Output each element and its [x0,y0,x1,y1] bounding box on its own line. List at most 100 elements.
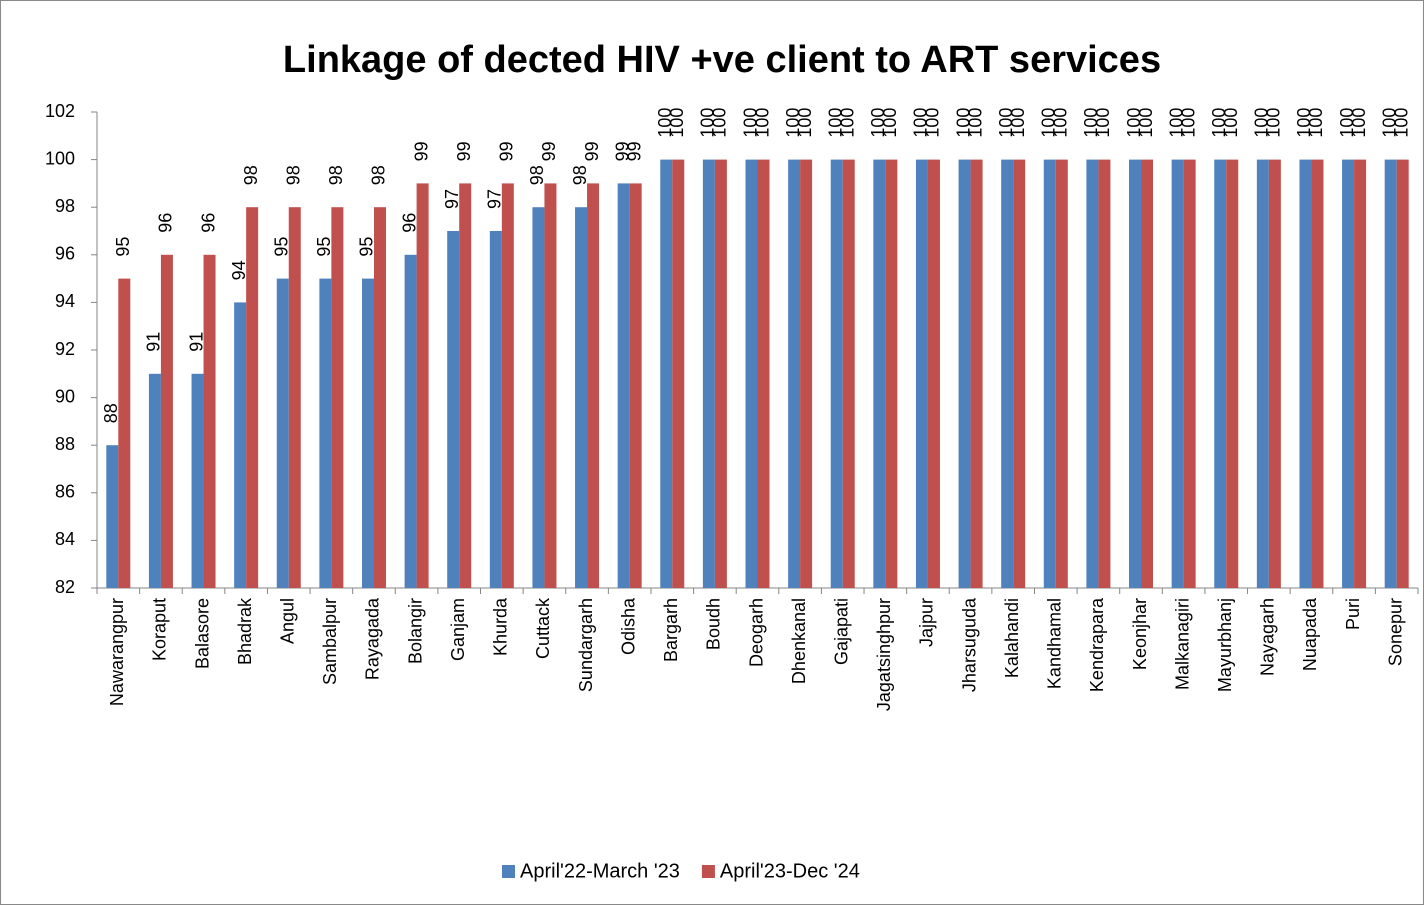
data-label: 100 [655,108,675,138]
bar [532,207,545,588]
data-label: 96 [156,213,176,233]
bar [1086,159,1099,588]
bar [885,159,898,588]
bar [489,231,502,588]
bar [575,207,588,588]
data-label: 91 [186,332,206,352]
x-tick-label: Malkanagiri [1172,598,1192,690]
x-tick-label: Rayagada [363,597,383,680]
x-tick-label: Jagatsinghpur [874,598,894,711]
data-label: 100 [1391,108,1411,138]
data-label: 100 [1178,108,1198,138]
data-label: 99 [539,141,559,161]
y-tick-label: 96 [55,244,75,264]
bar [617,183,630,588]
bar [830,159,843,588]
x-tick-label: Kalahandi [1002,598,1022,678]
data-label: 100 [1081,108,1101,138]
data-label: 100 [1093,108,1113,138]
bar [927,159,940,588]
bar [788,159,801,588]
chart-title: Linkage of dected HIV +ve client to ART … [283,39,1161,81]
bar [702,159,715,588]
data-label: 95 [113,237,133,257]
bar [234,302,247,588]
data-label: 100 [1136,108,1156,138]
data-label: 100 [923,108,943,138]
data-label: 100 [1337,108,1357,138]
data-label: 98 [284,165,304,185]
bar [276,278,289,588]
bar [970,159,983,588]
bar [1299,159,1312,588]
bar [447,231,460,588]
data-label: 100 [1349,108,1369,138]
x-tick-label: Koraput [150,598,170,661]
bar [1055,159,1068,588]
x-tick-label: Khurda [491,597,511,656]
data-label: 97 [485,189,505,209]
x-tick-label: Jharsuguda [959,597,979,692]
x-tick-label: Dhenkanal [789,598,809,684]
bar [331,207,344,588]
data-label: 99 [612,141,632,161]
legend-swatch [701,865,715,878]
bar [404,254,417,589]
bar [544,183,557,588]
bar [160,254,173,589]
legend-swatch [502,865,515,878]
data-label: 98 [570,165,590,185]
data-label: 100 [667,108,687,138]
bar [1129,159,1142,588]
bar [1396,159,1409,588]
data-label: 100 [1124,108,1144,138]
data-label: 100 [1379,108,1399,138]
bar [1384,159,1397,588]
data-label: 100 [1008,108,1028,138]
bar [118,278,131,588]
bar [106,445,119,588]
bar [1141,159,1154,588]
data-label: 100 [911,108,931,138]
bar [915,159,928,588]
x-tick-label: Deogarh [746,598,766,667]
data-label: 94 [229,260,249,280]
bar [745,159,758,588]
data-label: 100 [1306,108,1326,138]
bar [1043,159,1056,588]
x-tick-label: Sambalpur [320,598,340,685]
x-tick-label: Gajapati [831,598,851,665]
data-label: 100 [880,108,900,138]
bar [1311,159,1324,588]
y-tick-label: 98 [55,196,75,216]
x-tick-label: Kendrapara [1087,597,1107,692]
y-tick-label: 102 [45,101,75,121]
data-label: 95 [314,237,334,257]
data-label: 98 [369,165,389,185]
x-tick-label: Cuttack [533,597,553,659]
data-label: 95 [357,237,377,257]
x-tick-label: Mayurbhanj [1215,598,1235,692]
data-label: 100 [825,108,845,138]
data-label: 99 [582,141,602,161]
data-label: 100 [1209,108,1229,138]
x-tick-label: Kandhamal [1045,598,1065,689]
y-tick-label: 100 [45,148,75,168]
bar [1268,159,1281,588]
bar [1001,159,1014,588]
data-label: 95 [272,237,292,257]
bar [1354,159,1367,588]
y-tick-label: 88 [55,434,75,454]
data-label: 100 [1221,108,1241,138]
data-label: 100 [783,108,803,138]
data-label: 99 [624,141,644,161]
data-label: 100 [710,108,730,138]
bar [416,183,429,588]
x-tick-label: Keonjhar [1130,598,1150,670]
bar [587,183,600,588]
data-label: 100 [965,108,985,138]
bar [191,373,204,588]
bar [148,373,161,588]
x-tick-label: Angul [278,598,298,644]
